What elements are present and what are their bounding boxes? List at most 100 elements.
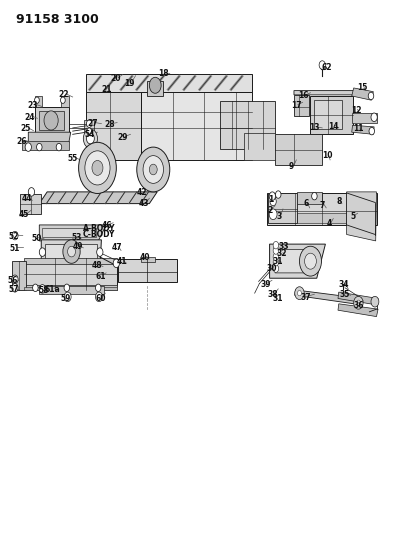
Circle shape: [12, 275, 18, 284]
Text: 6: 6: [303, 199, 309, 208]
Circle shape: [37, 143, 42, 151]
Circle shape: [86, 120, 92, 127]
Polygon shape: [297, 213, 375, 223]
Polygon shape: [294, 91, 358, 95]
Text: 25: 25: [21, 125, 31, 133]
Circle shape: [312, 192, 317, 200]
Polygon shape: [35, 107, 69, 134]
Circle shape: [368, 92, 374, 100]
Text: 34: 34: [338, 280, 349, 288]
Circle shape: [56, 143, 62, 151]
Text: 52: 52: [9, 232, 19, 240]
Text: 31: 31: [272, 257, 283, 266]
Text: 26: 26: [17, 137, 27, 146]
Polygon shape: [294, 95, 309, 116]
Text: 53: 53: [71, 233, 81, 242]
Circle shape: [95, 292, 103, 302]
Polygon shape: [28, 132, 71, 143]
Text: 32: 32: [276, 249, 286, 258]
Text: 39: 39: [261, 280, 271, 288]
Text: 31: 31: [272, 294, 283, 303]
Circle shape: [44, 111, 58, 130]
Text: 21: 21: [102, 85, 112, 94]
Text: 61a: 61a: [45, 285, 61, 294]
Polygon shape: [147, 81, 163, 96]
Circle shape: [143, 156, 163, 183]
Circle shape: [39, 248, 46, 256]
Text: 2: 2: [267, 206, 272, 214]
Text: 30: 30: [267, 264, 277, 273]
Text: 16: 16: [299, 92, 309, 100]
Polygon shape: [42, 228, 96, 237]
Text: 18: 18: [158, 69, 169, 78]
Polygon shape: [12, 261, 26, 290]
Polygon shape: [35, 96, 42, 107]
Circle shape: [79, 142, 116, 193]
Text: 45: 45: [19, 211, 29, 219]
Circle shape: [273, 253, 279, 261]
Polygon shape: [220, 101, 275, 149]
Text: 60: 60: [95, 294, 106, 303]
Text: 19: 19: [125, 79, 135, 88]
Circle shape: [137, 147, 170, 192]
Circle shape: [356, 300, 360, 305]
Polygon shape: [84, 120, 94, 134]
Circle shape: [95, 284, 101, 292]
Text: 35: 35: [340, 290, 350, 299]
Text: 4: 4: [327, 220, 332, 228]
Text: 23: 23: [27, 101, 37, 109]
Circle shape: [63, 240, 80, 263]
Text: 1: 1: [268, 196, 274, 204]
Circle shape: [64, 292, 71, 302]
Circle shape: [273, 241, 279, 249]
Text: 56: 56: [7, 276, 18, 285]
Circle shape: [149, 77, 161, 93]
Text: 33: 33: [279, 242, 289, 251]
Text: 29: 29: [118, 133, 128, 142]
Polygon shape: [61, 96, 69, 107]
Circle shape: [87, 128, 92, 134]
Circle shape: [371, 296, 379, 307]
Polygon shape: [39, 286, 104, 294]
Circle shape: [273, 265, 279, 272]
Text: C-BODY: C-BODY: [83, 230, 115, 239]
Polygon shape: [267, 193, 377, 225]
Text: 55: 55: [67, 154, 77, 163]
Circle shape: [86, 133, 94, 144]
Polygon shape: [86, 92, 141, 160]
Polygon shape: [141, 257, 155, 262]
Text: 14: 14: [328, 122, 338, 131]
Polygon shape: [39, 225, 106, 241]
Text: 17: 17: [291, 101, 302, 110]
Circle shape: [39, 285, 46, 293]
Polygon shape: [268, 193, 297, 223]
Text: 59: 59: [61, 294, 71, 303]
Circle shape: [28, 188, 35, 196]
Polygon shape: [39, 111, 64, 130]
Text: 10: 10: [322, 151, 332, 160]
Text: 40: 40: [140, 253, 150, 262]
Polygon shape: [295, 290, 362, 305]
Text: 47: 47: [112, 244, 123, 252]
Circle shape: [61, 97, 65, 103]
Text: 5: 5: [350, 212, 356, 221]
Polygon shape: [270, 244, 325, 278]
Text: 8: 8: [336, 197, 342, 206]
Text: 13: 13: [309, 124, 320, 132]
Text: 91158 3100: 91158 3100: [16, 13, 99, 26]
Text: 3: 3: [276, 212, 282, 221]
Circle shape: [371, 113, 377, 122]
Text: 50: 50: [32, 235, 42, 243]
Circle shape: [298, 290, 301, 296]
Circle shape: [12, 284, 18, 292]
Text: 22: 22: [59, 91, 69, 99]
Text: 15: 15: [357, 84, 367, 92]
Text: 12: 12: [351, 106, 361, 115]
Polygon shape: [347, 192, 376, 241]
Text: 54: 54: [84, 130, 95, 139]
Circle shape: [64, 284, 70, 292]
Text: A-BODY: A-BODY: [83, 224, 115, 232]
Circle shape: [275, 191, 281, 198]
Text: 57: 57: [8, 286, 18, 294]
Circle shape: [269, 192, 275, 200]
